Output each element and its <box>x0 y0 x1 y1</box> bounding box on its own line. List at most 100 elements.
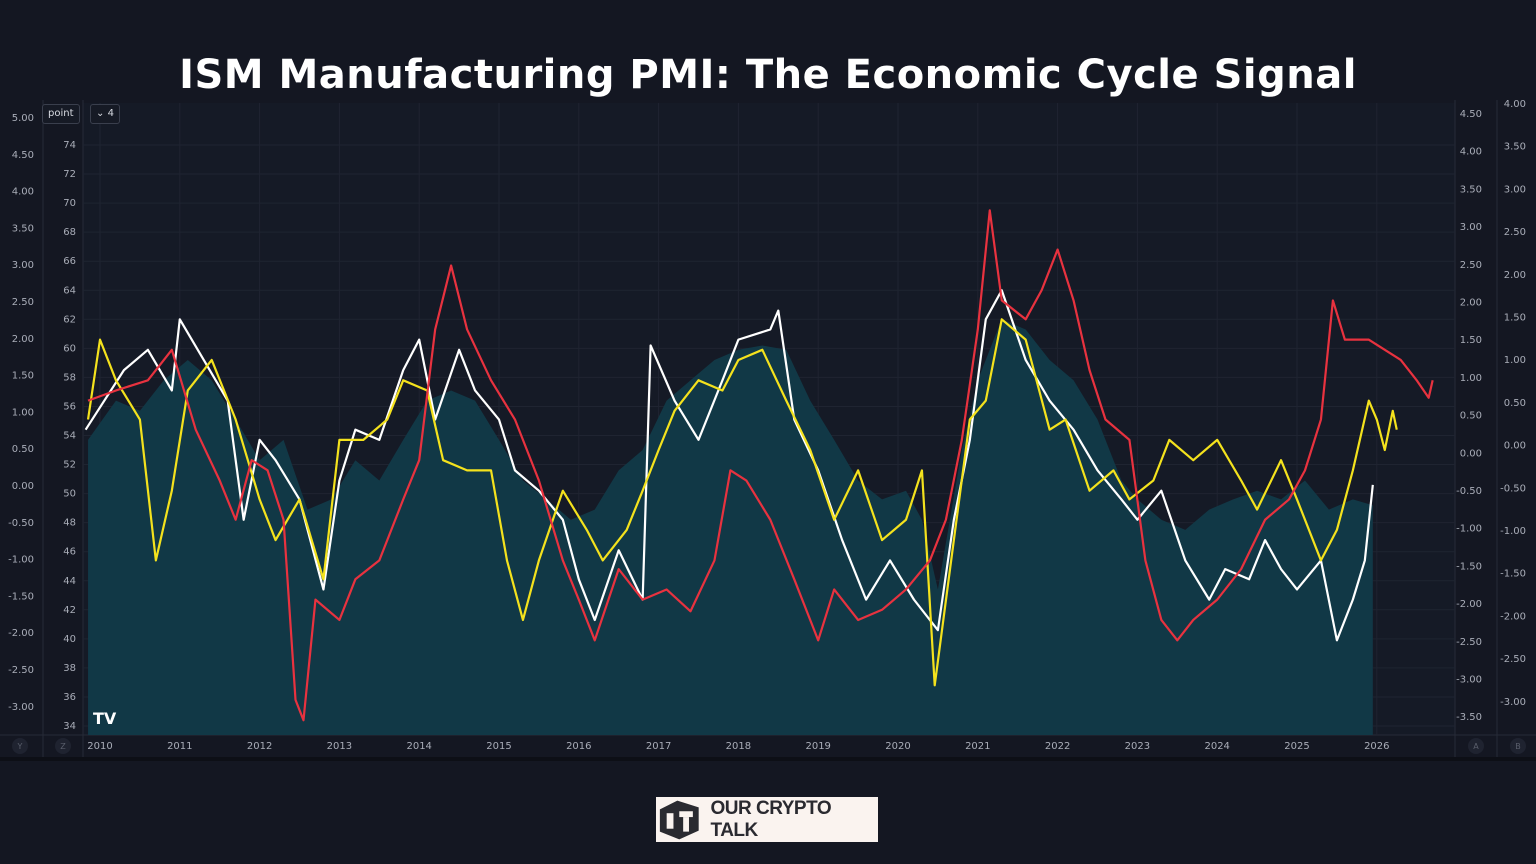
y-tick-label-right-outer: -0.50 <box>1500 483 1526 494</box>
y-tick-label-right-outer: -2.50 <box>1500 654 1526 665</box>
y-tick-label-main: 34 <box>63 721 76 732</box>
chart-bottom-bar <box>0 757 1536 761</box>
y-tick-label-main: 40 <box>63 634 76 645</box>
logo: OUR CRYPTO TALK <box>656 797 878 842</box>
x-tick-label: 2022 <box>1045 741 1070 752</box>
x-tick-label: 2015 <box>486 741 511 752</box>
x-tick-label: 2018 <box>726 741 751 752</box>
logo-mark-icon <box>659 800 699 840</box>
y-tick-label-main: 36 <box>63 692 76 703</box>
y-tick-label-right-outer: -1.50 <box>1500 569 1526 580</box>
y-tick-label-main: 66 <box>63 256 76 267</box>
y-tick-label-right-inner: -1.50 <box>1456 561 1482 572</box>
y-tick-label-left: -1.50 <box>8 591 34 602</box>
chevron-down-icon: ⌄ <box>96 108 108 119</box>
axis-button[interactable] <box>1510 738 1526 754</box>
y-tick-label-right-outer: 3.00 <box>1504 184 1526 195</box>
y-tick-label-right-inner: 1.00 <box>1460 373 1482 384</box>
tradingview-logo-icon: TV <box>93 709 117 728</box>
x-tick-label: 2023 <box>1125 741 1150 752</box>
y-tick-label-main: 42 <box>63 605 76 616</box>
y-tick-label-left: 3.50 <box>12 223 34 234</box>
y-tick-label-right-inner: 2.50 <box>1460 260 1482 271</box>
y-tick-label-left: 0.00 <box>12 481 34 492</box>
y-tick-label-main: 50 <box>63 489 76 500</box>
y-tick-label-right-outer: 2.50 <box>1504 227 1526 238</box>
x-tick-label: 2020 <box>885 741 910 752</box>
y-tick-label-right-inner: -1.00 <box>1456 524 1482 535</box>
axis-button[interactable] <box>12 738 28 754</box>
series-line <box>84 289 1374 642</box>
y-tick-label-main: 72 <box>63 169 76 180</box>
y-tick-label-main: 52 <box>63 460 76 471</box>
y-tick-label-main: 60 <box>63 343 76 354</box>
y-tick-label-main: 56 <box>63 401 76 412</box>
area-fill <box>88 319 1373 735</box>
y-tick-label-left: 1.00 <box>12 407 34 418</box>
y-tick-label-left: -2.50 <box>8 665 34 676</box>
y-tick-label-right-inner: 2.00 <box>1460 298 1482 309</box>
axis-button-label: A <box>1473 742 1479 751</box>
y-tick-label-right-outer: 4.00 <box>1504 99 1526 110</box>
y-tick-label-left: 4.50 <box>12 150 34 161</box>
y-tick-label-left: 2.50 <box>12 297 34 308</box>
series-line <box>86 318 1398 687</box>
y-tick-label-right-inner: 3.50 <box>1460 184 1482 195</box>
y-tick-label-right-outer: 0.00 <box>1504 441 1526 452</box>
x-tick-label: 2012 <box>247 741 272 752</box>
x-tick-label: 2026 <box>1364 741 1389 752</box>
x-tick-label: 2016 <box>566 741 591 752</box>
y-tick-label-left: -3.00 <box>8 702 34 713</box>
x-tick-label: 2010 <box>87 741 112 752</box>
x-tick-label: 2021 <box>965 741 990 752</box>
y-tick-label-right-outer: -3.00 <box>1500 697 1526 708</box>
y-tick-label-main: 54 <box>63 431 76 442</box>
y-tick-label-main: 38 <box>63 663 76 674</box>
y-tick-label-main: 62 <box>63 314 76 325</box>
y-tick-label-right-outer: 3.50 <box>1504 142 1526 153</box>
x-tick-label: 2017 <box>646 741 671 752</box>
y-tick-label-right-inner: -3.00 <box>1456 675 1482 686</box>
axis-button-label: Z <box>60 742 66 751</box>
y-tick-label-main: 70 <box>63 198 76 209</box>
series-area-0 <box>88 319 1373 735</box>
y-tick-label-left: 1.50 <box>12 371 34 382</box>
y-tick-label-left: -0.50 <box>8 518 34 529</box>
scale-dropdown[interactable]: ⌄ 4 <box>90 104 120 124</box>
series-line-2 <box>86 318 1398 687</box>
x-tick-label: 2019 <box>805 741 830 752</box>
y-tick-label-left: -2.00 <box>8 628 34 639</box>
y-tick-label-left: -1.00 <box>8 555 34 566</box>
y-tick-label-right-inner: 0.50 <box>1460 411 1482 422</box>
y-tick-label-main: 74 <box>63 140 76 151</box>
logo-text: OUR CRYPTO TALK <box>710 797 832 841</box>
y-tick-label-left: 2.00 <box>12 334 34 345</box>
axis-button[interactable] <box>55 738 71 754</box>
y-tick-label-right-outer: 2.00 <box>1504 270 1526 281</box>
axis-button[interactable] <box>1468 738 1484 754</box>
y-tick-label-right-inner: -2.00 <box>1456 599 1482 610</box>
y-tick-label-right-inner: -3.50 <box>1456 712 1482 723</box>
y-tick-label-left: 4.00 <box>12 187 34 198</box>
y-tick-label-main: 68 <box>63 227 76 238</box>
x-tick-label: 2024 <box>1204 741 1229 752</box>
axis-button-label: Y <box>17 742 23 751</box>
y-tick-label-right-outer: 0.50 <box>1504 398 1526 409</box>
scale-dropdown-label: 4 <box>107 108 114 119</box>
x-tick-label: 2014 <box>406 741 431 752</box>
y-tick-label-right-inner: -2.50 <box>1456 637 1482 648</box>
y-tick-label-main: 46 <box>63 547 76 558</box>
unit-selector[interactable]: point <box>42 104 80 124</box>
y-tick-label-main: 44 <box>63 576 76 587</box>
y-tick-label-main: 48 <box>63 518 76 529</box>
y-tick-label-right-inner: 1.50 <box>1460 335 1482 346</box>
y-tick-label-left: 3.00 <box>12 260 34 271</box>
axis-button-label: B <box>1515 742 1521 751</box>
x-tick-label: 2013 <box>327 741 352 752</box>
y-tick-label-right-outer: -2.00 <box>1500 611 1526 622</box>
y-tick-label-right-inner: -0.50 <box>1456 486 1482 497</box>
y-tick-label-left: 5.00 <box>12 113 34 124</box>
series-line-3 <box>87 209 1434 722</box>
y-tick-label-right-inner: 4.00 <box>1460 147 1482 158</box>
